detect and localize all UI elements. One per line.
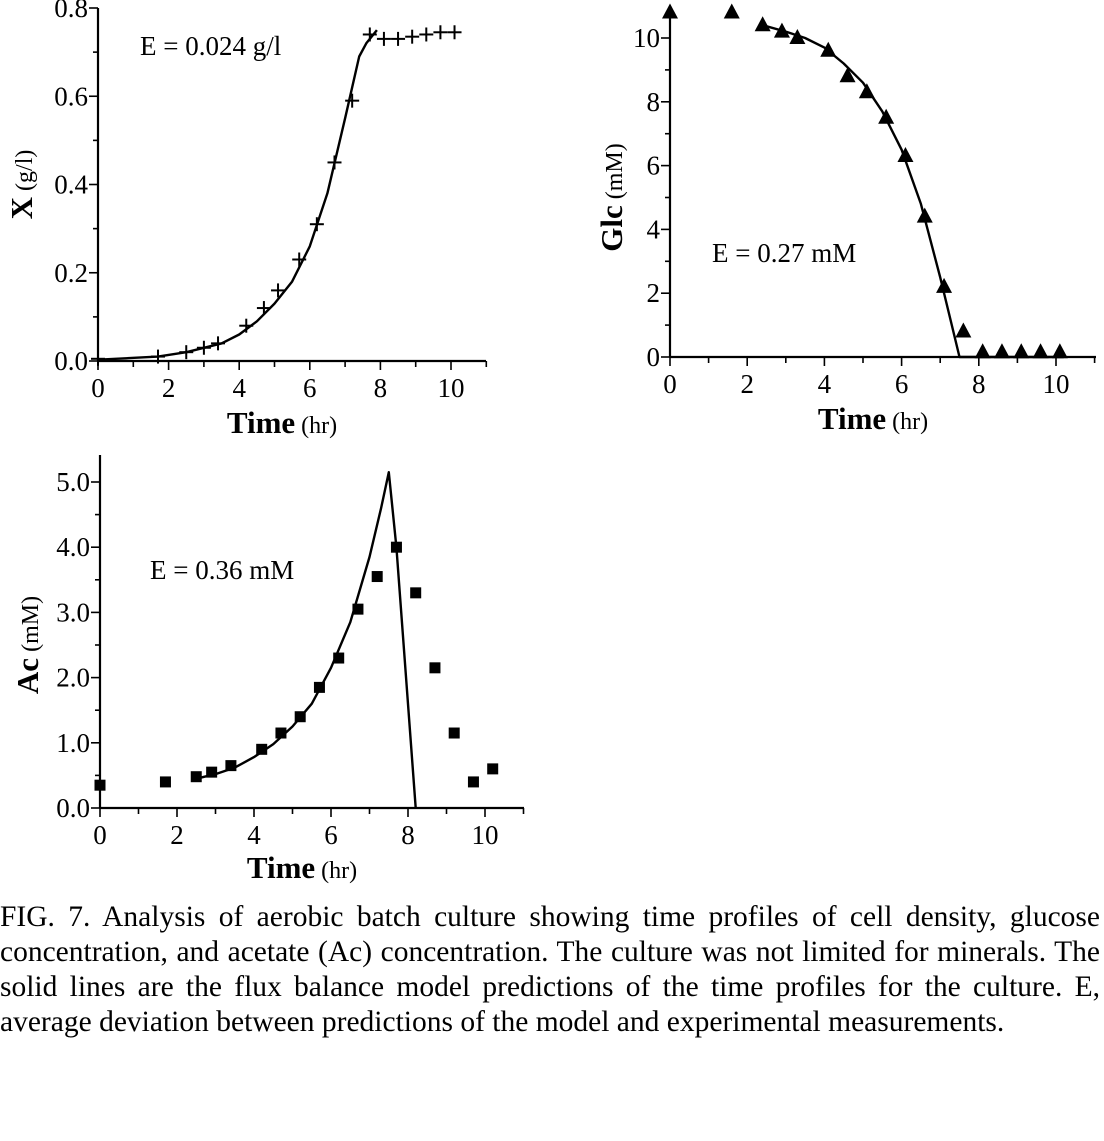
figure: 0 2 4 6 8 10 0.0 0.2 0.4 0.6 0.8 Time (hr) X(g/l) E = … xyxy=(4,0,1096,885)
chart-x: 0 2 4 6 8 10 0.0 0.2 0.4 0.6 0.8 Time (hr) X(g/l) E = … xyxy=(4,0,488,440)
x-tick-label-x: 10 xyxy=(438,373,465,403)
x-tick-label-glc: 4 xyxy=(818,369,832,399)
x-tick-label-glc: 0 xyxy=(663,369,677,399)
x-tick-label-ac: 4 xyxy=(247,820,261,850)
data-point-ac xyxy=(467,776,479,788)
y-tick-label-glc: 8 xyxy=(647,87,661,117)
model-line-glc xyxy=(762,24,1064,359)
data-point-x xyxy=(405,29,420,44)
data-point-glc xyxy=(993,343,1010,359)
x-tick-label-x: 4 xyxy=(232,373,246,403)
data-point-ac xyxy=(159,776,171,788)
x-axis-label-x: Time (hr) xyxy=(227,405,337,440)
annotation-ac: E = 0.36 mM xyxy=(150,555,294,585)
y-tick-label-ac: 5.0 xyxy=(56,467,90,497)
x-tick-label-x: 2 xyxy=(162,373,176,403)
y-tick-label-ac: 1.0 xyxy=(56,728,90,758)
y-tick-label-x: 0.8 xyxy=(54,0,88,23)
x-tick-label-x: 0 xyxy=(91,373,105,403)
data-point-ac xyxy=(206,766,218,778)
y-axis-label-glc: Glc(mM) xyxy=(594,143,629,252)
x-tick-label-ac: 2 xyxy=(170,820,184,850)
data-point-ac xyxy=(256,743,268,755)
data-point-ac xyxy=(429,662,441,674)
y-tick-label-glc: 4 xyxy=(647,214,661,244)
model-line-x xyxy=(97,29,378,361)
x-tick-label-x: 6 xyxy=(303,373,317,403)
annotation-x: E = 0.024 g/l xyxy=(140,31,281,61)
data-point-x xyxy=(345,93,360,108)
y-tick-label-ac: 2.0 xyxy=(56,663,90,693)
chart-ac: 0 2 4 6 8 10 0.0 1.0 2.0 3.0 4.0 5.0 Time (hr) Ac(mM) E… xyxy=(10,455,525,885)
y-tick-label-x: 0.4 xyxy=(54,170,88,200)
y-tick-label-ac: 0.0 xyxy=(56,793,90,823)
data-point-x xyxy=(391,31,406,46)
x-tick-label-x: 8 xyxy=(374,373,388,403)
data-point-glc xyxy=(723,3,740,19)
model-line-ac xyxy=(196,471,417,809)
y-tick-label-ac: 4.0 xyxy=(56,532,90,562)
data-point-ac xyxy=(190,771,202,783)
x-tick-label-ac: 10 xyxy=(472,820,499,850)
data-point-x xyxy=(433,25,448,40)
x-tick-label-ac: 0 xyxy=(93,820,107,850)
data-point-ac xyxy=(410,587,422,599)
x-tick-label-glc: 8 xyxy=(972,369,986,399)
data-point-glc xyxy=(974,343,991,359)
y-tick-label-x: 0.6 xyxy=(54,81,88,111)
y-tick-label-x: 0.2 xyxy=(54,258,88,288)
chart-glc: 0 2 4 6 8 10 0 2 4 6 8 10 Time (hr) Glc(mM) E = 0.27 mM xyxy=(594,3,1096,436)
data-point-x xyxy=(376,31,391,46)
data-point-glc xyxy=(878,108,895,124)
data-point-glc xyxy=(1051,343,1068,359)
x-tick-label-glc: 6 xyxy=(895,369,909,399)
y-tick-label-glc: 0 xyxy=(647,342,661,372)
annotation-glc: E = 0.27 mM xyxy=(712,238,856,268)
y-axis-label-x: X(g/l) xyxy=(4,150,39,220)
y-tick-label-glc: 6 xyxy=(647,151,661,181)
x-tick-label-glc: 10 xyxy=(1043,369,1070,399)
data-point-ac xyxy=(225,760,237,772)
x-tick-label-glc: 2 xyxy=(740,369,754,399)
y-tick-label-glc: 10 xyxy=(633,23,660,53)
figure-caption: FIG. 7. Analysis of aerobic batch cultur… xyxy=(0,901,1100,1038)
data-point-glc xyxy=(897,147,914,163)
x-axis-label-ac: Time (hr) xyxy=(247,850,357,885)
data-point-ac xyxy=(371,571,383,583)
x-tick-label-ac: 8 xyxy=(401,820,415,850)
data-point-glc xyxy=(662,3,678,19)
x-axis-label-glc: Time (hr) xyxy=(818,401,928,436)
data-point-x xyxy=(447,25,462,40)
data-point-glc xyxy=(936,277,953,293)
data-point-ac xyxy=(333,652,345,664)
data-point-ac xyxy=(94,779,106,791)
data-point-ac xyxy=(448,727,460,739)
data-point-ac xyxy=(487,763,499,775)
data-point-glc xyxy=(839,67,856,83)
data-point-ac xyxy=(275,727,287,739)
data-point-x xyxy=(419,27,434,42)
data-point-x xyxy=(271,283,286,298)
y-tick-label-x: 0.0 xyxy=(54,346,88,376)
data-point-glc xyxy=(955,322,972,338)
data-point-glc xyxy=(1013,343,1030,359)
x-tick-label-ac: 6 xyxy=(324,820,338,850)
y-axis-label-ac: Ac(mM) xyxy=(10,596,45,694)
data-point-glc xyxy=(1032,343,1049,359)
y-tick-label-glc: 2 xyxy=(647,278,661,308)
data-point-ac xyxy=(352,603,364,615)
data-point-glc xyxy=(754,16,771,32)
y-tick-label-ac: 3.0 xyxy=(56,597,90,627)
